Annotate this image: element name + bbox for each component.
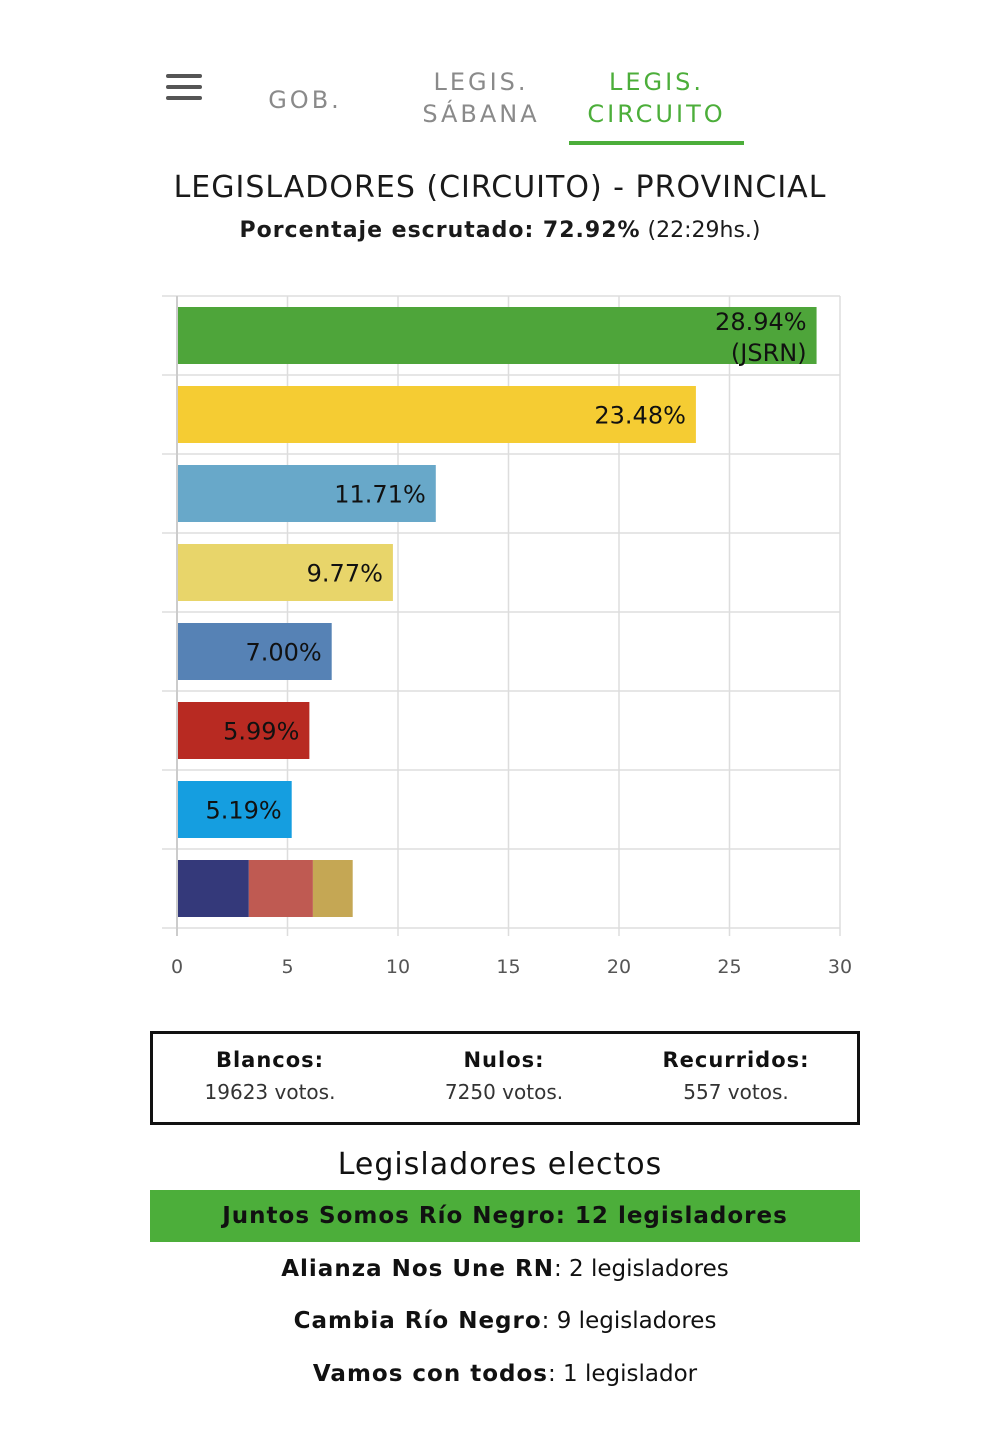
x-tick-label: 10 xyxy=(386,956,410,978)
scrutiny-status: Porcentaje escrutado: 72.92% (22:29hs.) xyxy=(0,218,1000,243)
elected-row: Vamos con todos: 1 legislador xyxy=(150,1348,860,1400)
page-title: LEGISLADORES (CIRCUITO) - PROVINCIAL xyxy=(173,170,827,205)
bar-value-label: 28.94% xyxy=(715,308,807,336)
menu-icon[interactable] xyxy=(166,74,202,102)
active-tab-indicator xyxy=(569,141,744,145)
elected-row: Alianza Nos Une RN: 2 legisladores xyxy=(150,1243,860,1295)
elected-party: Alianza Nos Une RN xyxy=(281,1256,554,1282)
blancos-value: 19623 votos. xyxy=(204,1080,336,1104)
bar xyxy=(177,386,696,443)
bar xyxy=(177,781,292,838)
scrutiny-time: (22:29hs.) xyxy=(647,218,761,243)
elected-party: Juntos Somos Río Negro: 12 legisladores xyxy=(222,1203,788,1229)
bar-value-label: 9.77% xyxy=(307,560,383,588)
x-tick-label: 0 xyxy=(171,956,183,978)
stacked-bar-segment xyxy=(177,860,249,917)
bar-value-label: 5.99% xyxy=(223,718,299,746)
x-tick-label: 25 xyxy=(717,956,741,978)
bar-value-label: 7.00% xyxy=(245,639,321,667)
elected-count: : 2 legisladores xyxy=(553,1256,729,1282)
x-tick-label: 15 xyxy=(496,956,520,978)
bar-value-label: 5.19% xyxy=(205,797,281,825)
bar xyxy=(177,307,817,364)
menu-icon-bar xyxy=(166,85,202,89)
menu-icon-bar xyxy=(166,96,202,100)
nulos-value: 7250 votos. xyxy=(444,1080,564,1104)
elected-party: Vamos con todos xyxy=(312,1361,548,1387)
bar-value-label: 23.48% xyxy=(594,402,686,430)
tab-legis-circuito-line2: CIRCUITO xyxy=(587,100,726,128)
tab-legis-sabana-line2: SÁBANA xyxy=(422,100,540,128)
top-navigation: GOB. LEGIS. SÁBANA LEGIS. CIRCUITO xyxy=(0,0,1000,150)
stacked-bar-segment xyxy=(312,860,353,917)
x-tick-label: 20 xyxy=(607,956,631,978)
bar xyxy=(177,623,332,680)
votes-summary-box: Blancos: 19623 votos. Nulos: 7250 votos.… xyxy=(150,1031,860,1125)
recurridos-summary: Recurridos: 557 votos. xyxy=(619,1048,853,1104)
nulos-summary: Nulos: 7250 votos. xyxy=(387,1048,621,1104)
bar xyxy=(177,544,393,601)
tab-legis-sabana[interactable]: LEGIS. SÁBANA xyxy=(400,66,562,130)
elected-row-winner: Juntos Somos Río Negro: 12 legisladores xyxy=(150,1190,860,1242)
bar-party-label: (JSRN) xyxy=(731,339,807,367)
menu-icon-bar xyxy=(166,74,202,78)
elected-section-title: Legisladores electos xyxy=(337,1147,663,1182)
recurridos-label: Recurridos: xyxy=(662,1048,810,1072)
x-tick-label: 5 xyxy=(281,956,293,978)
tab-legis-sabana-line1: LEGIS. xyxy=(433,68,529,96)
elected-party: Cambia Río Negro xyxy=(293,1308,542,1334)
nulos-label: Nulos: xyxy=(463,1048,545,1072)
blancos-summary: Blancos: 19623 votos. xyxy=(153,1048,387,1104)
tab-gob-label: GOB. xyxy=(268,86,342,114)
tab-legis-circuito-line1: LEGIS. xyxy=(608,68,705,96)
recurridos-value: 557 votos. xyxy=(683,1080,789,1104)
elected-count: : 1 legislador xyxy=(547,1361,698,1387)
elected-row: Cambia Río Negro: 9 legisladores xyxy=(150,1295,860,1347)
scrutiny-percentage: Porcentaje escrutado: 72.92% xyxy=(239,218,641,243)
tab-gob[interactable]: GOB. xyxy=(250,84,360,116)
bar-value-label: 11.71% xyxy=(334,481,426,509)
bar xyxy=(177,465,436,522)
elected-count: : 9 legisladores xyxy=(541,1308,717,1334)
blancos-label: Blancos: xyxy=(215,1048,325,1072)
x-tick-label: 30 xyxy=(828,956,852,978)
stacked-bar-segment xyxy=(248,860,313,917)
results-bar-chart: 28.94% (JSRN) 23.48% 11.71% 9.77% 7.00% 5.99% 5… xyxy=(162,295,852,978)
tab-legis-circuito[interactable]: LEGIS. CIRCUITO xyxy=(569,66,744,130)
bar xyxy=(177,702,310,759)
